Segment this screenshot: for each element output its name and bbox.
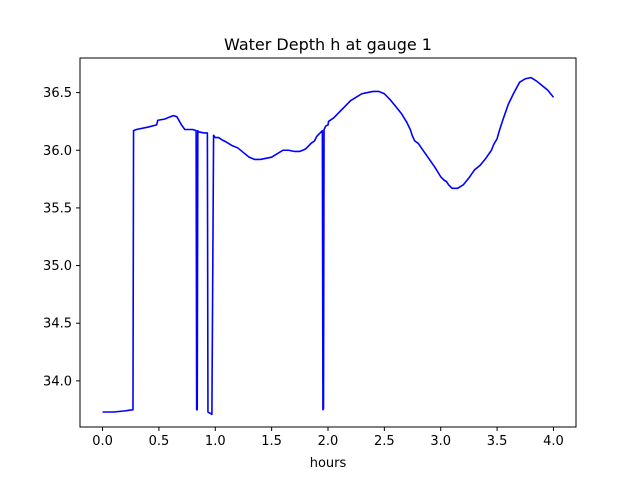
y-tick-label: 36.5 [43,86,72,101]
y-tick-label: 35.5 [43,201,72,216]
x-tick-label: 2.0 [318,434,339,449]
x-axis: 0.0 0.5 1.0 1.5 2.0 2.5 3.0 3.5 4.0 [92,427,564,449]
y-tick-label: 34.0 [43,374,72,389]
y-axis: 34.0 34.5 35.0 35.5 36.0 36.5 [43,86,80,389]
x-tick-label: 2.5 [374,434,395,449]
y-tick-label: 36.0 [43,144,72,159]
x-tick-label: 1.0 [205,434,226,449]
chart-title: Water Depth h at gauge 1 [224,35,432,54]
x-tick-label: 3.5 [487,434,508,449]
x-tick-label: 1.5 [261,434,282,449]
plot-area [102,76,555,416]
x-axis-label: hours [310,456,347,471]
series-line-0 [102,76,555,416]
y-tick-label: 34.5 [43,317,72,332]
x-tick-label: 0.5 [149,434,170,449]
x-tick-label: 3.0 [430,434,451,449]
x-tick-label: 0.0 [92,434,113,449]
x-tick-label: 4.0 [543,434,564,449]
y-tick-label: 35.0 [43,259,72,274]
